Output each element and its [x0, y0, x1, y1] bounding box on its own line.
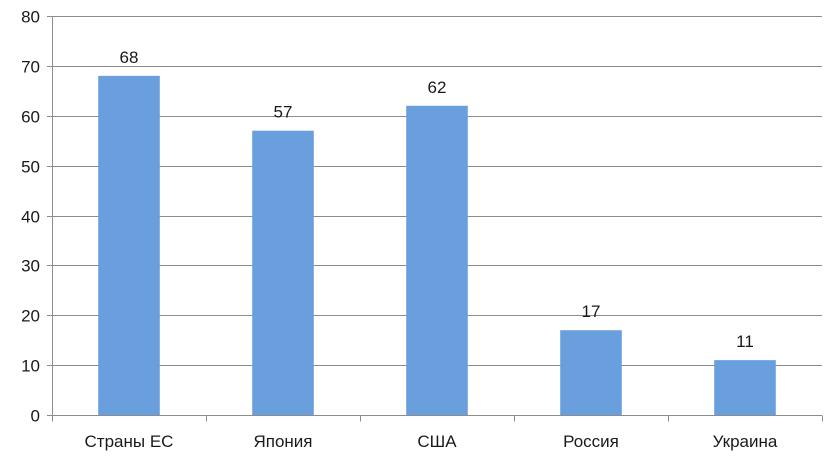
y-tick-label: 80: [21, 8, 40, 27]
data-label: 68: [120, 48, 139, 67]
y-tick-label: 10: [21, 357, 40, 376]
x-category-label: Страны ЕС: [85, 432, 174, 451]
bar: [406, 105, 468, 416]
bar: [714, 360, 776, 415]
data-label: 17: [582, 302, 601, 321]
bars: [98, 75, 776, 416]
bar: [252, 130, 314, 415]
x-category-label: Россия: [563, 432, 619, 451]
labels: 0 10 20 30 40 50 60 70 80 68 Страны ЕС 57 Япония 62 СШ…: [21, 8, 778, 452]
data-label: 62: [428, 78, 447, 97]
x-category-label: Япония: [253, 432, 312, 451]
y-tick-label: 60: [21, 108, 40, 127]
y-tick-label: 70: [21, 58, 40, 77]
y-tick-label: 30: [21, 257, 40, 276]
bar: [560, 330, 622, 415]
data-label: 57: [274, 103, 293, 122]
y-tick-label: 0: [31, 407, 40, 426]
y-tick-label: 20: [21, 307, 40, 326]
data-label: 11: [736, 332, 754, 351]
axes: [47, 16, 823, 422]
bar: [98, 75, 160, 415]
y-tick-label: 40: [21, 208, 40, 227]
x-category-label: Украина: [713, 432, 778, 451]
y-tick-label: 50: [21, 158, 40, 177]
x-category-label: США: [417, 432, 457, 451]
